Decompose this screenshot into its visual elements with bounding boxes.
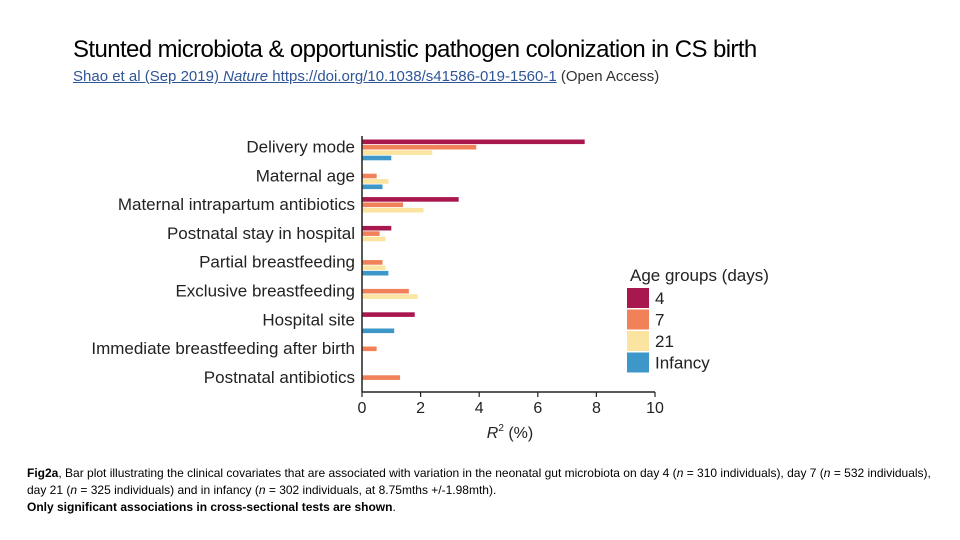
category-label-immediate-breastfeeding-after-birth: Immediate breastfeeding after birth [91,339,355,358]
slide-title: Stunted microbiota & opportunistic patho… [73,36,757,63]
bar-delivery-mode-21 [362,150,433,155]
reference-link[interactable]: Shao et al (Sep 2019) Nature https://doi… [73,68,557,85]
bar-partial-breastfeeding-infancy [362,270,389,276]
legend-swatch-7 [627,309,649,330]
reference-authors: Shao et al (Sep 2019) [73,68,224,85]
caption-end: . [392,500,396,514]
bar-delivery-mode-7 [362,144,477,150]
bar-maternal-intrapartum-antibiotics-4 [362,197,459,202]
bar-maternal-intrapartum-antibiotics-7 [362,202,404,208]
bar-delivery-mode-4 [362,139,585,145]
x-tick-label-0: 0 [358,400,367,417]
reference-doi: https://doi.org/10.1038/s41586-019-1560-… [268,68,557,85]
caption-fig-label: Fig2a [27,466,59,480]
legend-swatch-21 [627,331,649,351]
caption-text-3: = 532 individuals), day 21 ( [27,466,931,497]
bar-maternal-age-21 [362,179,389,184]
category-label-maternal-age: Maternal age [256,166,355,185]
bar-hospital-site-4 [362,312,415,317]
legend: 4 7 21 Infancy [627,288,710,373]
x-ticks: 0 2 4 6 8 10 [358,392,664,417]
caption-n-2: n [823,466,831,480]
x-tick-label-4: 4 [475,400,484,417]
x-axis-label: R2 (%) [487,423,533,442]
bars-group [362,139,585,380]
bar-postnatal-antibiotics-7 [362,375,401,380]
bar-delivery-mode-infancy [362,155,392,161]
x-tick-label-8: 8 [592,400,601,417]
caption-text-1: , Bar plot illustrating the clinical cov… [58,466,677,480]
category-label-postnatal-antibiotics: Postnatal antibiotics [204,368,355,387]
bar-immediate-breastfeeding-after-birth-7 [362,346,377,352]
category-label-partial-breastfeeding: Partial breastfeeding [199,253,355,272]
bar-maternal-age-infancy [362,184,383,190]
legend-swatch-4 [627,288,649,308]
x-tick-label-2: 2 [416,400,425,417]
bar-maternal-intrapartum-antibiotics-21 [362,207,424,213]
bar-partial-breastfeeding-7 [362,260,383,265]
category-label-maternal-intrapartum-antibiotics: Maternal intrapartum antibiotics [118,195,355,214]
caption-text-5: = 302 individuals, at 8.75mths +/-1.98mt… [265,483,497,497]
legend-label-4: 4 [655,289,664,308]
category-label-hospital-site: Hospital site [262,310,355,329]
x-tick-label-6: 6 [533,400,542,417]
reference-suffix: (Open Access) [556,68,660,85]
figure-caption: Fig2a, Bar plot illustrating the clinica… [27,465,937,516]
bar-maternal-age-7 [362,173,377,179]
category-label-delivery-mode: Delivery mode [246,138,355,157]
bar-exclusive-breastfeeding-7 [362,288,409,294]
bar-postnatal-stay-in-hospital-7 [362,231,380,236]
caption-text-2: = 310 individuals), day 7 ( [683,466,824,480]
legend-label-7: 7 [655,311,664,330]
legend-label-21: 21 [655,332,674,351]
caption-n-1: n [676,466,684,480]
bar-postnatal-stay-in-hospital-21 [362,236,386,242]
legend-label-infancy: Infancy [655,354,710,373]
category-label-postnatal-stay-in-hospital: Postnatal stay in hospital [167,224,355,243]
legend-title: Age groups (days) [630,266,769,285]
bar-exclusive-breastfeeding-21 [362,294,418,299]
category-labels: Delivery mode Maternal age Maternal intrap… [91,138,355,387]
caption-text-4: = 325 individuals) and in infancy ( [77,483,259,497]
caption-n-4: n [258,483,266,497]
legend-swatch-infancy [627,352,649,373]
bar-partial-breastfeeding-21 [362,265,386,271]
caption-bold-line: Only significant associations in cross-s… [27,500,393,514]
reference-line: Shao et al (Sep 2019) Nature https://doi… [73,68,659,85]
x-tick-label-10: 10 [646,400,664,417]
bar-postnatal-stay-in-hospital-4 [362,225,392,231]
category-label-exclusive-breastfeeding: Exclusive breastfeeding [175,282,355,301]
caption-n-3: n [70,483,78,497]
bar-hospital-site-infancy [362,328,395,334]
reference-journal: Nature [223,68,269,85]
